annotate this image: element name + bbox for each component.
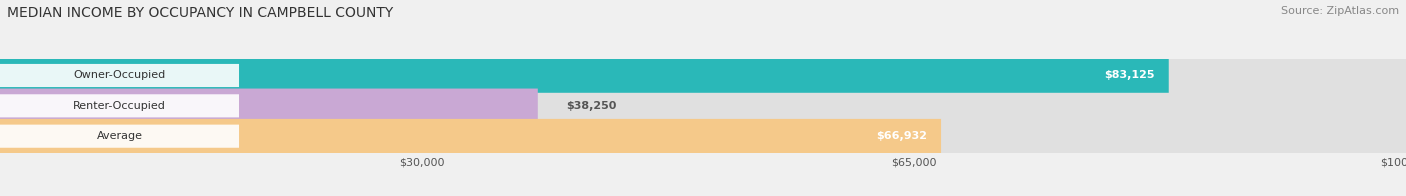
FancyBboxPatch shape bbox=[0, 125, 239, 148]
FancyBboxPatch shape bbox=[0, 58, 1168, 93]
FancyBboxPatch shape bbox=[0, 94, 239, 117]
FancyBboxPatch shape bbox=[0, 89, 1406, 123]
FancyBboxPatch shape bbox=[0, 119, 941, 153]
Text: MEDIAN INCOME BY OCCUPANCY IN CAMPBELL COUNTY: MEDIAN INCOME BY OCCUPANCY IN CAMPBELL C… bbox=[7, 6, 394, 20]
FancyBboxPatch shape bbox=[0, 64, 239, 87]
Text: Average: Average bbox=[97, 131, 142, 141]
Text: $83,125: $83,125 bbox=[1104, 71, 1154, 81]
Text: Source: ZipAtlas.com: Source: ZipAtlas.com bbox=[1281, 6, 1399, 16]
FancyBboxPatch shape bbox=[0, 89, 538, 123]
Text: Renter-Occupied: Renter-Occupied bbox=[73, 101, 166, 111]
Text: $38,250: $38,250 bbox=[567, 101, 616, 111]
FancyBboxPatch shape bbox=[0, 119, 1406, 153]
Text: Owner-Occupied: Owner-Occupied bbox=[73, 71, 166, 81]
FancyBboxPatch shape bbox=[0, 58, 1406, 93]
Text: $66,932: $66,932 bbox=[876, 131, 927, 141]
